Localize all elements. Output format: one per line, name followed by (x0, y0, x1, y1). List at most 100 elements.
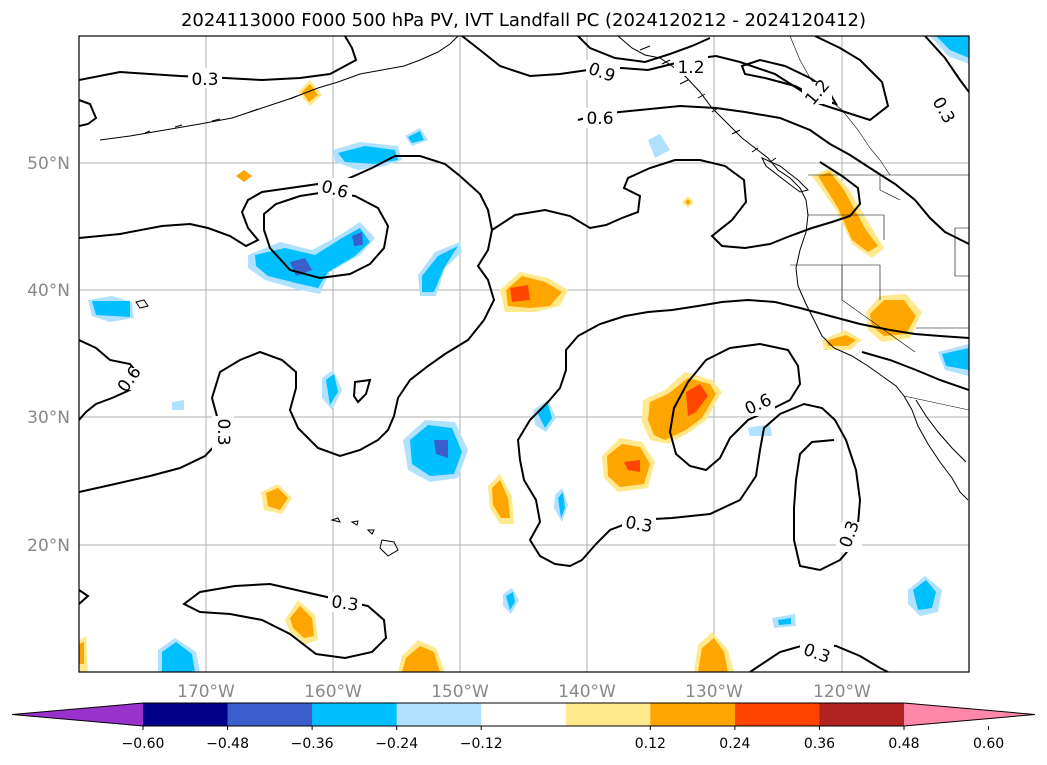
contour-0.3 (749, 642, 889, 672)
neg-patch (913, 580, 936, 610)
neg-patch (506, 592, 515, 610)
colorbar-bin (396, 703, 482, 726)
map-content: 0.3 0.9 1.2 0.6 1.2 0.3 0.6 0.6 0.3 0.6 … (79, 36, 969, 672)
contour-0.9 (577, 36, 711, 64)
gulf-coast (915, 399, 967, 463)
neg-patch (326, 374, 338, 405)
neg-patch (558, 492, 565, 518)
alaska-bc-coast (617, 36, 807, 201)
bc-islands (639, 45, 777, 163)
contour-0.3 (182, 582, 388, 660)
neg-patch (648, 134, 670, 158)
colorbar-tick-label: 0.36 (804, 736, 835, 752)
pos-patch (870, 300, 916, 336)
neg-patch (255, 228, 370, 288)
lat-tick-label: 20°N (27, 536, 70, 556)
colorbar-bin (312, 703, 398, 726)
contour-0.6 (577, 104, 969, 245)
contour-0.6 (263, 190, 390, 280)
contour-0.3 (491, 159, 862, 250)
lon-tick-label: 170°W (177, 682, 235, 702)
colorbar-bin (227, 703, 313, 726)
pos-patch (624, 460, 640, 472)
pos-patch (818, 172, 878, 252)
neg-patch (778, 618, 791, 625)
colorbar-extend-high (904, 703, 1035, 726)
pos-patch (698, 638, 728, 672)
map-frame (78, 35, 970, 673)
contour-label: 0.3 (213, 418, 233, 445)
lon-tick-label: 150°W (431, 682, 489, 702)
pos-patch (302, 84, 318, 102)
pos-patch (510, 285, 530, 302)
positive-patches (79, 80, 922, 672)
us-mexico-border (903, 395, 969, 411)
neg-patch (92, 301, 130, 317)
contour-label: 1.2 (677, 58, 704, 78)
pos-patch (79, 642, 84, 664)
colorbar-bin (565, 703, 651, 726)
pos-patch (266, 488, 288, 510)
lat-tick-label: 40°N (27, 281, 70, 301)
pv-contours (79, 36, 969, 672)
aleutian-islands (144, 95, 298, 134)
contour-0.6 (352, 378, 372, 404)
colorbar-tick-label: 0.60 (973, 736, 1004, 752)
small-island (135, 299, 149, 309)
colorbar-extend-low (12, 703, 143, 726)
colorbar-tick-label: −0.48 (206, 736, 249, 752)
contour-0.6 (668, 342, 802, 472)
contour-0.6 (861, 351, 969, 391)
pos-patch (686, 384, 708, 416)
lon-tick-label: 140°W (558, 682, 616, 702)
state-border (808, 214, 885, 240)
hawaii-islands (330, 517, 399, 557)
pos-patch (290, 606, 314, 638)
state-border (879, 175, 901, 201)
pos-patch (236, 170, 252, 182)
neg-patch (942, 348, 969, 370)
lon-tick-label: 160°W (304, 682, 362, 702)
contour-label: 0.3 (624, 513, 654, 537)
contour-0.3 (519, 402, 862, 572)
negative-patches (88, 36, 969, 672)
lon-tick-labels: 170°W 160°W 150°W 140°W 130°W 120°W (177, 682, 871, 702)
contour-label: 0.6 (586, 109, 613, 129)
colorbar-bin (143, 703, 229, 726)
neg-patch (936, 36, 969, 58)
pos-patch (685, 199, 691, 205)
state-border (841, 265, 916, 353)
vancouver-island (760, 156, 809, 193)
state-border (954, 227, 969, 277)
lat-tick-labels: 50°N 40°N 30°N 20°N (27, 154, 70, 556)
colorbar-tick-label: 0.24 (719, 736, 750, 752)
neg-patch (408, 131, 424, 143)
contour-label: 0.3 (191, 70, 218, 90)
us-west-coast (795, 199, 905, 397)
map-panel (79, 36, 969, 672)
colorbar-tick-label: −0.12 (460, 736, 503, 752)
neg-patch (338, 146, 398, 164)
neg-patch (162, 642, 195, 672)
contour-0.3 (79, 589, 90, 605)
colorbar-bin (481, 703, 567, 726)
pos-patch (402, 646, 440, 672)
state-border (790, 264, 881, 300)
neg-patch (422, 246, 458, 292)
colorbar-tick-label: 0.12 (635, 736, 666, 752)
neg-patch (434, 440, 448, 458)
contour-label: 0.3 (330, 592, 360, 616)
contour-0.3 (79, 36, 358, 82)
lat-tick-label: 50°N (27, 154, 70, 174)
aleutians-coast (99, 36, 459, 141)
colorbar-tick-label: −0.60 (122, 736, 165, 752)
contour-0.3 (79, 155, 493, 248)
contour-1.2 (740, 58, 839, 106)
neg-patch (172, 400, 184, 410)
pos-patch (492, 480, 510, 518)
lat-tick-label: 30°N (27, 408, 70, 428)
contour-0.3 (79, 99, 98, 127)
map-title: 2024113000 F000 500 hPa PV, IVT Landfall… (180, 10, 867, 31)
colorbar-bin (819, 703, 905, 726)
